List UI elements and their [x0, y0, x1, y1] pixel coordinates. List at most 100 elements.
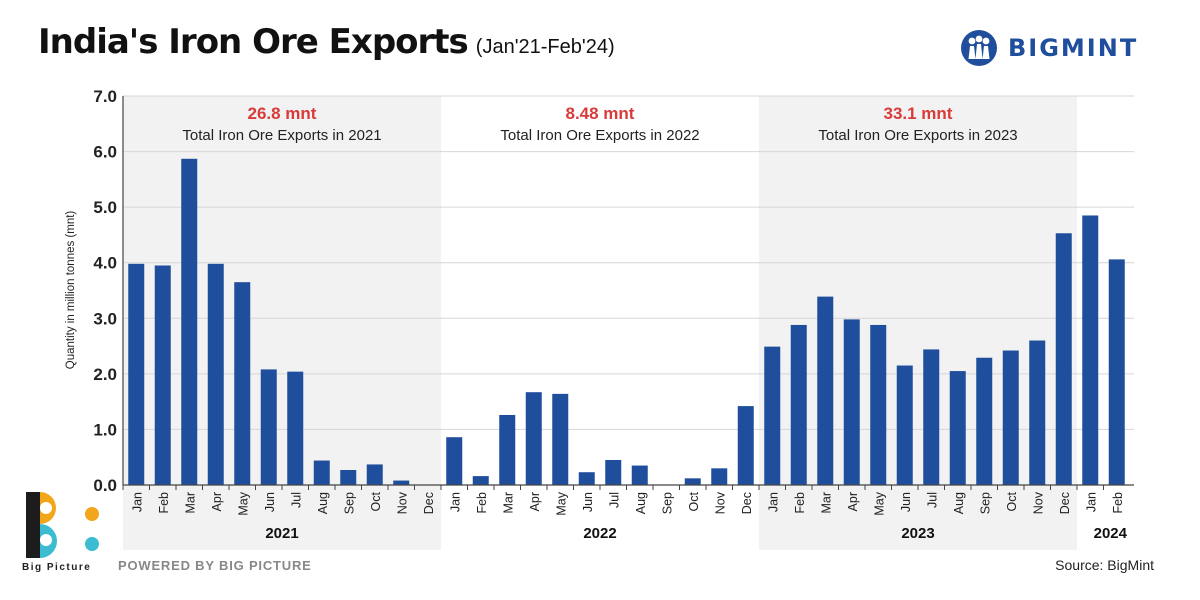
bar	[128, 263, 145, 485]
bar	[366, 464, 383, 485]
x-tick-label: Feb	[1111, 492, 1125, 514]
year-shade-2023	[759, 96, 1077, 550]
x-tick-label: Apr	[846, 492, 860, 511]
bar	[393, 480, 410, 485]
bar	[631, 465, 648, 485]
bar	[764, 346, 781, 485]
year-shade-2021	[123, 96, 441, 550]
y-tick-label: 4.0	[93, 254, 117, 273]
x-tick-label: Sep	[978, 492, 992, 514]
year-label: 2023	[901, 525, 934, 542]
y-tick-label: 3.0	[93, 309, 117, 328]
bar	[976, 357, 993, 485]
bars	[128, 158, 1125, 485]
x-tick-label: Dec	[1058, 492, 1072, 514]
x-tick-label: Sep	[660, 492, 674, 514]
bar	[605, 459, 622, 485]
bigmint-people-icon	[961, 30, 997, 66]
bar	[287, 371, 304, 485]
brand-name: BIGMINT	[1008, 34, 1139, 62]
x-tick-label: Dec	[740, 492, 754, 514]
y-tick-label: 7.0	[93, 87, 117, 106]
bar	[711, 468, 728, 485]
x-tick-label: May	[236, 491, 250, 515]
bar	[843, 319, 860, 485]
bar	[790, 324, 807, 485]
year-total: 33.1 mnt	[884, 104, 953, 123]
y-tick-label: 6.0	[93, 143, 117, 162]
y-tick-label: 5.0	[93, 198, 117, 217]
x-tick-label: Dec	[422, 492, 436, 514]
bar	[207, 263, 224, 485]
bar	[313, 460, 330, 485]
bar	[896, 365, 913, 485]
x-tick-label: Sep	[342, 492, 356, 514]
bar	[499, 414, 516, 485]
chart-subtitle: (Jan'21-Feb'24)	[475, 36, 615, 58]
bar	[446, 437, 463, 485]
x-tick-label: Jul	[289, 492, 303, 508]
x-tick-label: Jan	[448, 492, 462, 512]
labels: 0.0 1.0 2.0 3.0 4.0 5.0 6.0 7.0 Quantity in mill…	[65, 87, 1128, 542]
year-caption: Total Iron Ore Exports in 2023	[818, 127, 1017, 144]
x-tick-label: Feb	[793, 492, 807, 514]
chart-title: India's Iron Ore Exports (Jan'21-Feb'24)	[38, 22, 615, 62]
bar	[949, 371, 966, 485]
axes	[122, 96, 1134, 490]
bar	[1029, 340, 1046, 485]
bar	[737, 406, 754, 485]
bar	[578, 472, 595, 485]
y-tick-label: 0.0	[93, 476, 117, 495]
bar	[260, 369, 277, 485]
y-tick-label: 1.0	[93, 420, 117, 439]
bar	[181, 158, 198, 485]
bar	[817, 296, 834, 485]
bar	[684, 478, 701, 485]
source-note: Source: BigMint	[1055, 557, 1154, 573]
year-caption: Total Iron Ore Exports in 2021	[182, 127, 381, 144]
x-tick-label: Apr	[528, 492, 542, 511]
x-tick-label: Nov	[1031, 491, 1045, 514]
x-tick-label: Jun	[899, 492, 913, 512]
bar	[154, 265, 171, 485]
powered-by: POWERED BY BIG PICTURE	[118, 558, 312, 573]
bar	[1082, 215, 1099, 485]
x-tick-label: Oct	[369, 491, 383, 511]
x-tick-label: Apr	[210, 492, 224, 511]
x-tick-label: Feb	[475, 492, 489, 514]
y-axis-label: Quantity in million tonnes (mnt)	[65, 211, 77, 370]
year-caption: Total Iron Ore Exports in 2022	[500, 127, 699, 144]
x-tick-label: Mar	[183, 492, 197, 514]
x-tick-label: Nov	[713, 491, 727, 514]
bar	[923, 349, 940, 485]
bar	[1002, 350, 1019, 485]
year-label: 2024	[1094, 525, 1128, 542]
bigmint-logo: BIGMINT	[960, 28, 1138, 68]
year-label: 2021	[265, 525, 298, 542]
x-tick-label: Nov	[395, 491, 409, 514]
x-tick-label: May	[872, 491, 886, 515]
x-tick-label: Oct	[1005, 491, 1019, 511]
x-tick-label: Jan	[130, 492, 144, 512]
x-tick-label: Jan	[766, 492, 780, 512]
x-tick-label: Mar	[501, 492, 515, 514]
title-main: India's Iron Ore Exports	[38, 22, 469, 62]
year-shading	[123, 96, 1077, 550]
y-tick-label: 2.0	[93, 365, 117, 384]
bar	[552, 393, 569, 485]
year-total: 8.48 mnt	[566, 104, 635, 123]
year-label: 2022	[583, 525, 616, 542]
x-tick-label: Aug	[952, 492, 966, 514]
x-tick-label: Jun	[263, 492, 277, 512]
x-tick-label: Aug	[634, 492, 648, 514]
x-tick-label: Aug	[316, 492, 330, 514]
bar	[525, 392, 542, 485]
x-tick-label: Oct	[687, 491, 701, 511]
logo-text: Big Picture	[22, 562, 92, 573]
x-tick-label: Feb	[157, 492, 171, 514]
x-tick-label: Jan	[1084, 492, 1098, 512]
bar	[870, 324, 887, 485]
bar	[1108, 259, 1125, 485]
x-tick-label: Jul	[925, 492, 939, 508]
